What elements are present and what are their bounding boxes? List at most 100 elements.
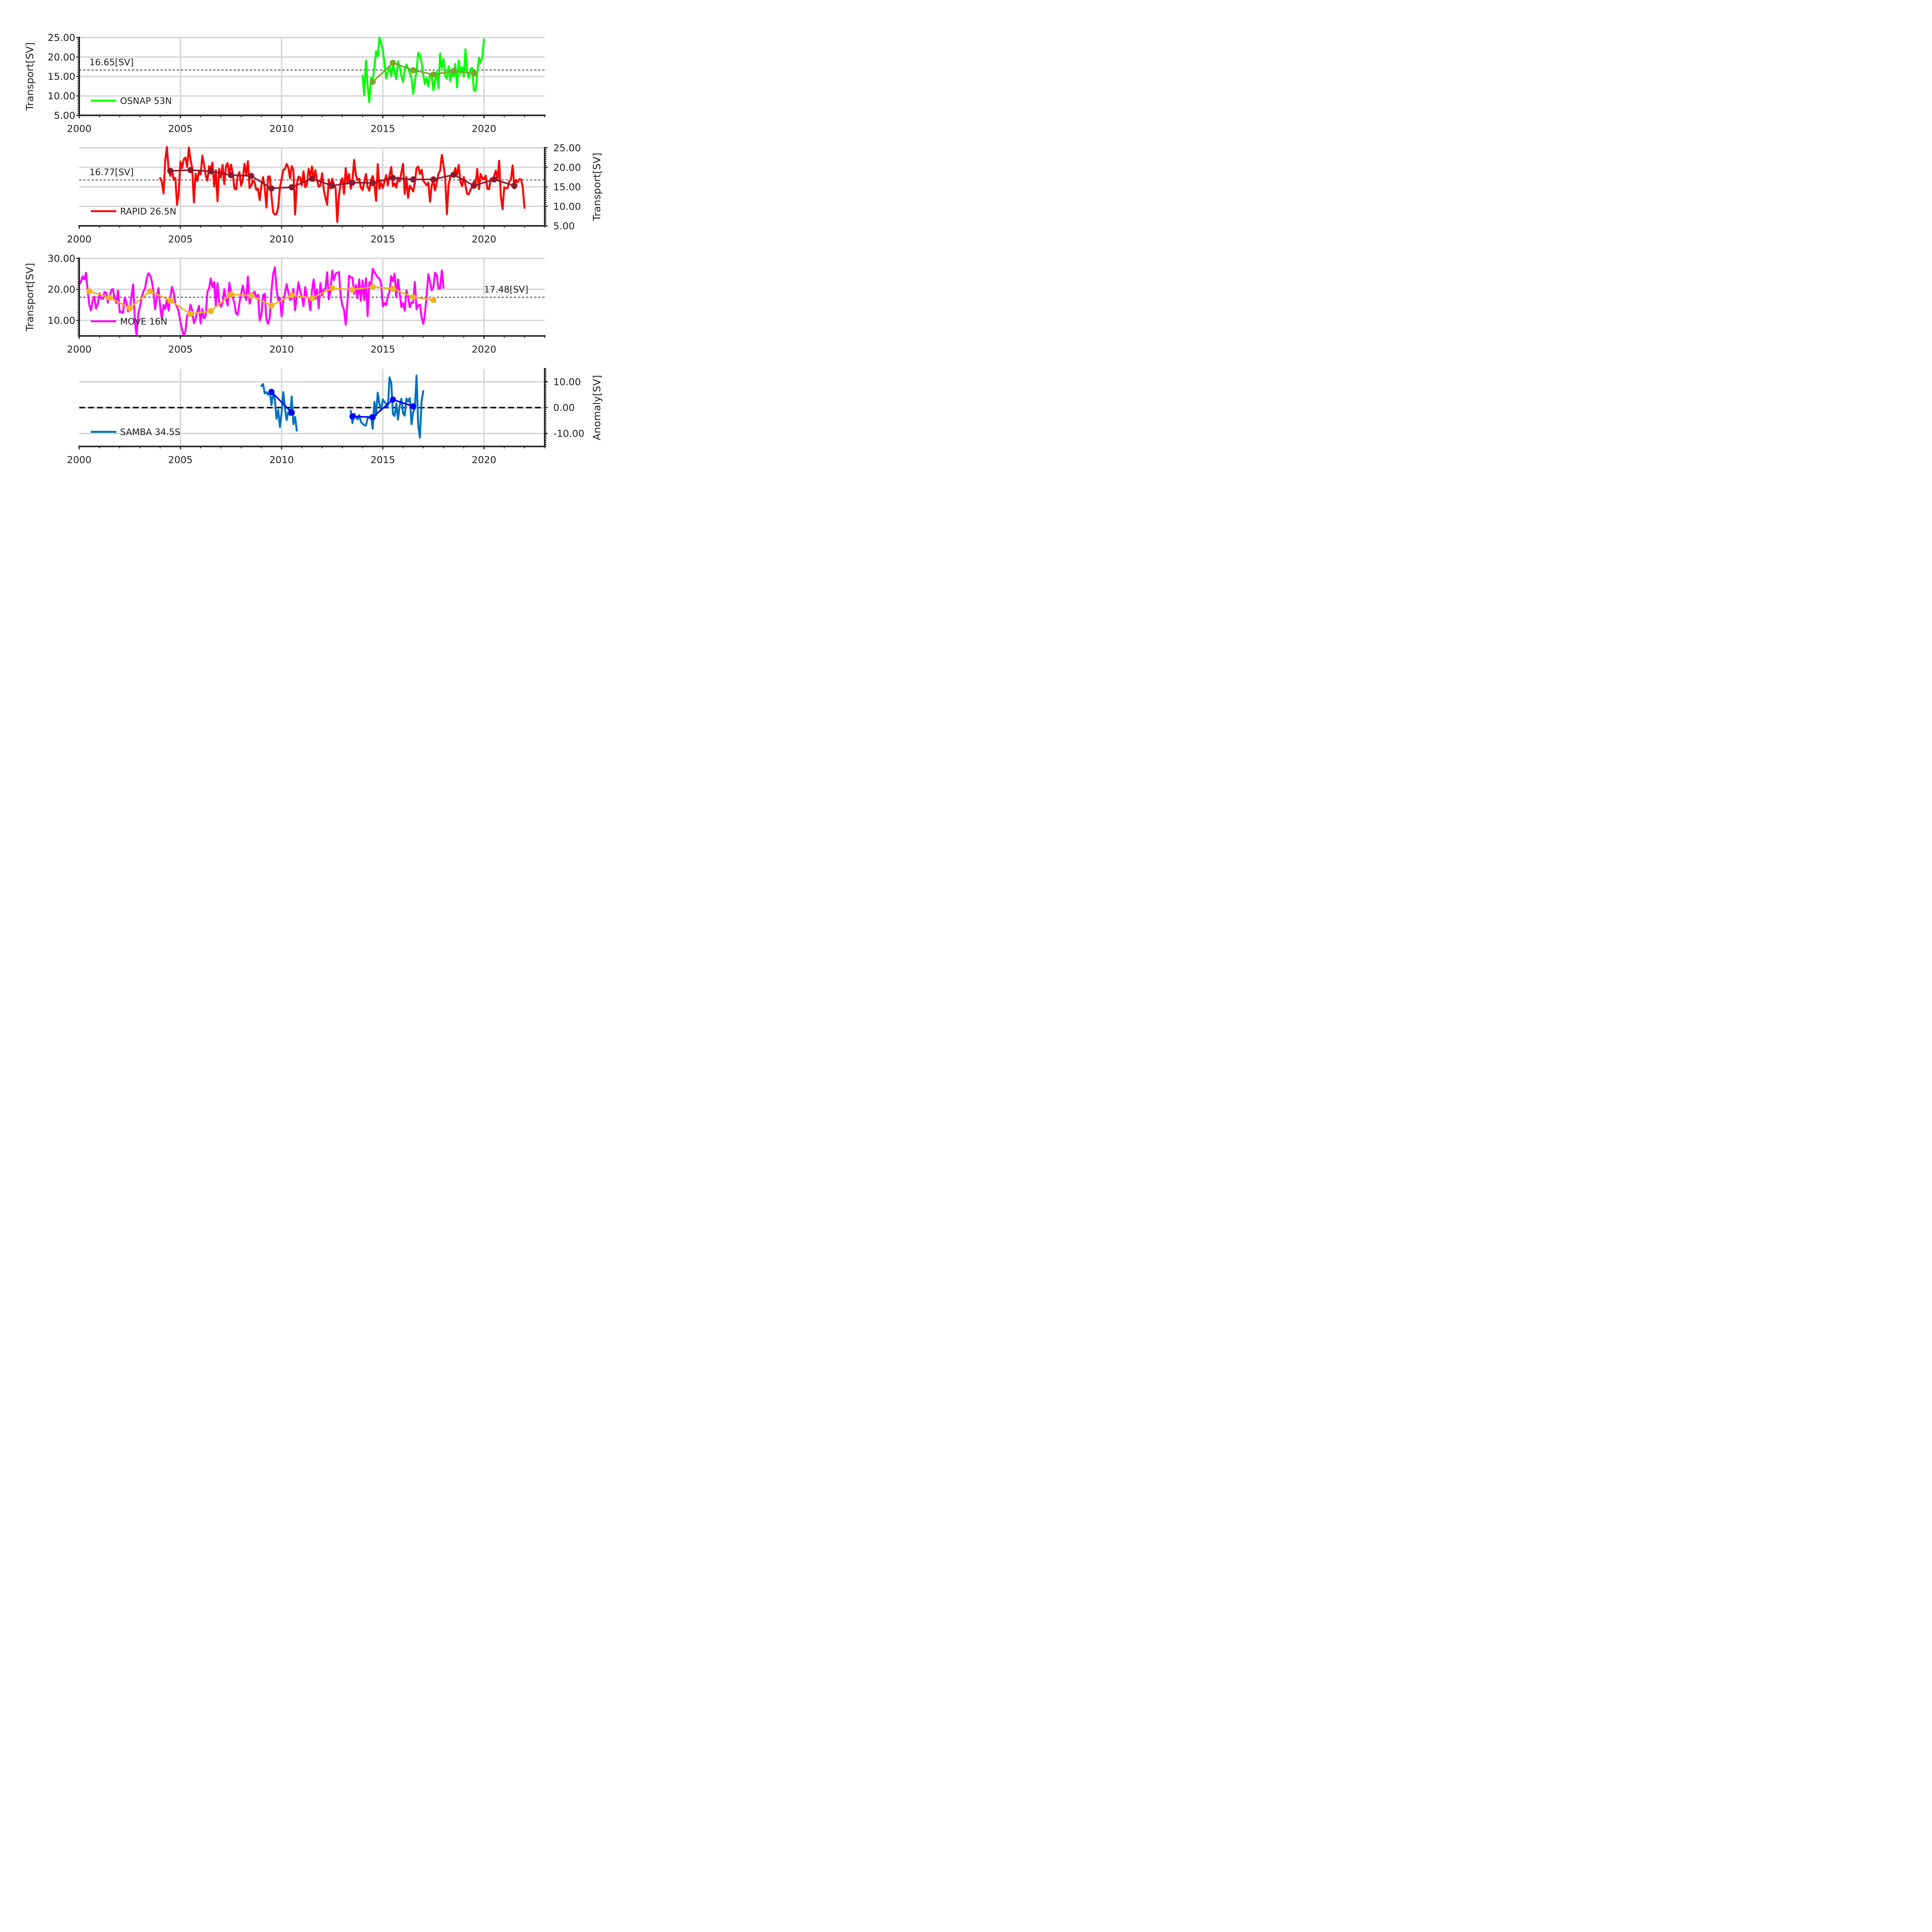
monthly-series-line — [260, 383, 298, 432]
annual-mean-point — [410, 294, 417, 300]
annual-mean-point — [147, 288, 153, 294]
annual-mean-point — [228, 291, 234, 298]
x-tick-label: 2010 — [269, 123, 294, 134]
y-tick-label: 10.00 — [553, 376, 581, 388]
annual-mean-point — [228, 172, 234, 179]
y-tick-label: 15.00 — [553, 181, 581, 192]
annual-mean-point — [389, 175, 396, 181]
annual-mean-point — [451, 68, 457, 74]
x-tick-label: 2005 — [168, 234, 193, 245]
x-tick-label: 2000 — [67, 234, 92, 245]
annual-mean-point — [369, 414, 376, 420]
x-tick-label: 2020 — [472, 344, 497, 355]
monthly-series-line — [78, 266, 445, 337]
annual-mean-line — [352, 399, 414, 418]
annual-mean-point — [410, 403, 417, 410]
x-tick-label: 2015 — [371, 344, 395, 355]
annual-mean-point — [187, 311, 194, 317]
annual-mean-point — [126, 305, 133, 311]
y-axis-label: Transport[SV] — [592, 153, 603, 221]
annual-mean-line — [169, 169, 515, 189]
chart-figure: 2000 2005 2010 2015 20205.0010.0015.0020.002… — [24, 32, 603, 465]
annual-mean-point — [410, 67, 417, 73]
y-axis-label: Transport[SV] — [24, 42, 36, 111]
panel-3: 2000 2005 2010 2015 2020 10.00 20.00 30.00 Trans… — [24, 253, 546, 355]
annual-mean-point — [349, 413, 356, 420]
x-tick-label: 2010 — [269, 454, 294, 465]
panel-4: 2000 2005 2010 2015 2020 -10.00 0.00 10.00 Anoma… — [67, 368, 603, 465]
annual-mean-line — [270, 391, 293, 413]
annual-mean-point — [309, 295, 315, 301]
x-tick-label: 2015 — [371, 234, 395, 245]
annual-mean-point — [288, 409, 295, 416]
annual-mean-point — [167, 297, 173, 304]
annual-mean-point — [207, 168, 214, 175]
legend-label: RAPID 26.5N — [120, 207, 177, 217]
y-tick-label: -10.00 — [553, 428, 585, 439]
y-tick-label: 30.00 — [48, 253, 75, 264]
y-tick-label: 15.00 — [48, 71, 75, 82]
annual-mean-point — [288, 292, 295, 299]
x-tick-label: 2010 — [269, 344, 294, 355]
annual-mean-point — [369, 284, 376, 290]
y-tick-label: 10.00 — [48, 315, 75, 326]
x-tick-label: 2015 — [371, 454, 395, 465]
annual-mean-point — [389, 286, 396, 292]
annual-mean-point — [187, 167, 194, 173]
panel-1: 2000 2005 2010 2015 2020 5.00 10.00 15.00 20.00 2… — [24, 32, 546, 134]
annual-mean-point — [430, 71, 437, 78]
legend-label: OSNAP 53N — [120, 96, 172, 106]
y-tick-label: 20.00 — [553, 162, 581, 173]
mean-value-label: 16.77[SV] — [89, 168, 134, 178]
figure: 2000 2005 2010 2015 2020 5.00 10.00 15.00 20.00 2… — [0, 0, 606, 503]
y-tick-label: 10.00 — [553, 201, 581, 212]
annual-mean-point — [389, 396, 396, 403]
y-tick-label: 25.00 — [48, 32, 75, 43]
annual-mean-point — [430, 176, 437, 183]
x-tick-label: 2005 — [168, 123, 193, 134]
annual-mean-point — [248, 173, 255, 179]
x-tick-label: 2000 — [67, 123, 92, 134]
y-axis-label: Transport[SV] — [24, 263, 36, 332]
x-tick-label: 2000 — [67, 344, 92, 355]
annual-mean-point — [349, 286, 356, 293]
annual-mean-point — [369, 180, 376, 186]
annual-mean-point — [430, 297, 437, 303]
annual-mean-point — [471, 182, 477, 189]
y-axis-label: Anomaly[SV] — [592, 375, 603, 440]
panel-2: 2000 2005 2010 2015 2020 5.00 10.00 15.00 20.00 2… — [67, 142, 603, 245]
mean-value-label: 16.65[SV] — [89, 58, 134, 68]
annual-mean-point — [410, 176, 417, 183]
y-tick-label: 5.00 — [54, 110, 75, 121]
x-tick-label: 2005 — [168, 344, 193, 355]
annual-mean-point — [268, 302, 275, 309]
annual-mean-point — [268, 185, 275, 192]
y-tick-label: 20.00 — [48, 284, 75, 295]
annual-mean-point — [389, 60, 396, 66]
x-tick-label: 2005 — [168, 454, 193, 465]
annual-mean-point — [451, 172, 457, 178]
annual-mean-line — [88, 286, 434, 315]
annual-mean-point — [167, 168, 173, 174]
x-tick-label: 2020 — [472, 454, 497, 465]
annual-mean-point — [471, 70, 477, 77]
annual-mean-point — [86, 288, 93, 294]
x-tick-label: 2020 — [472, 123, 497, 134]
annual-mean-point — [288, 184, 295, 190]
y-tick-label: 0.00 — [553, 402, 575, 413]
monthly-series-line — [159, 146, 526, 223]
x-tick-label: 2010 — [269, 234, 294, 245]
annual-mean-line — [372, 62, 475, 83]
annual-mean-point — [248, 292, 255, 299]
annual-mean-point — [309, 175, 315, 182]
x-tick-label: 2020 — [472, 234, 497, 245]
annual-mean-point — [207, 308, 214, 315]
legend-label: SAMBA 34.5S — [120, 427, 180, 437]
y-tick-label: 5.00 — [553, 220, 575, 231]
annual-mean-point — [329, 182, 335, 189]
x-tick-label: 2015 — [371, 123, 395, 134]
y-tick-label: 10.00 — [48, 90, 75, 102]
annual-mean-point — [329, 285, 335, 291]
legend-label: MOVE 16N — [120, 317, 167, 327]
annual-mean-point — [491, 176, 497, 183]
